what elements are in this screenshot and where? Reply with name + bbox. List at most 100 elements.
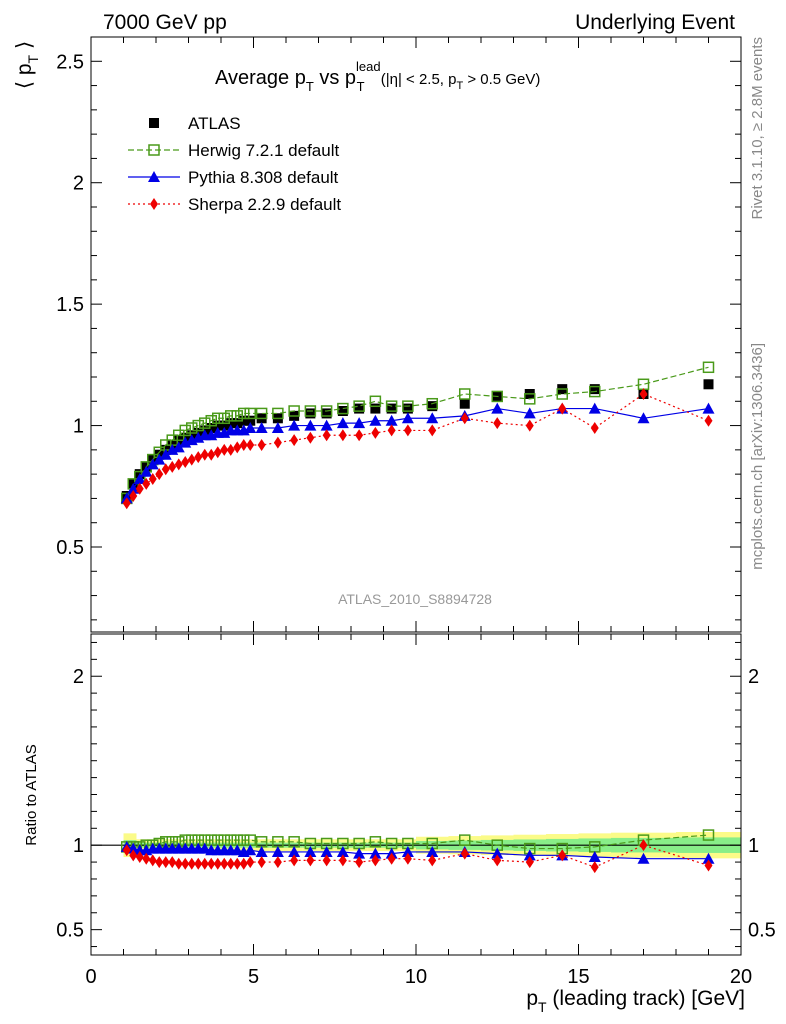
data-point	[129, 849, 138, 862]
data-point	[371, 854, 380, 867]
data-point	[459, 834, 471, 846]
data-point	[213, 446, 222, 459]
data-point	[187, 453, 196, 466]
data-point	[525, 856, 534, 869]
legend-marker	[149, 118, 159, 128]
data-point	[272, 407, 284, 420]
data-point	[168, 460, 177, 473]
data-point	[338, 429, 347, 442]
ylabel-pre: ⟨ p	[13, 63, 36, 89]
data-point	[135, 851, 144, 864]
x-tick-label: 10	[405, 966, 427, 988]
data-point	[321, 408, 332, 419]
data-point	[386, 403, 397, 414]
data-point	[257, 856, 266, 869]
data-point	[402, 403, 413, 414]
xlabel-pre: p	[526, 987, 538, 1010]
legend: ATLAS Herwig 7.2.1 default Pythia 8.308 de…	[128, 114, 341, 214]
data-point	[704, 859, 713, 872]
data-point	[174, 458, 183, 471]
y-tick-label: 1	[73, 416, 84, 438]
y-tick-label: 1.5	[56, 294, 84, 316]
data-point	[244, 844, 257, 856]
legend-label: Herwig 7.2.1 default	[188, 141, 339, 160]
data-point	[238, 834, 250, 846]
y-axis-label-main: ⟨ pT ⟩	[13, 41, 41, 89]
data-point	[238, 415, 249, 426]
y-tick-label: 1	[73, 835, 84, 857]
data-point	[205, 414, 217, 427]
data-point	[702, 361, 715, 374]
data-point	[290, 854, 299, 867]
header-right-label: Underlying Event	[575, 11, 735, 34]
legend-marker	[150, 198, 158, 210]
data-point	[142, 852, 151, 865]
data-point	[304, 419, 317, 431]
legend-marker	[148, 144, 160, 156]
data-point	[702, 852, 715, 864]
data-point	[172, 441, 185, 453]
data-point	[226, 857, 235, 870]
data-point	[491, 847, 504, 859]
data-point	[148, 854, 157, 867]
data-point	[702, 402, 715, 414]
data-point	[639, 388, 648, 400]
series-line	[126, 844, 709, 868]
data-point	[590, 861, 599, 874]
data-point	[273, 856, 282, 869]
data-point	[428, 854, 437, 867]
data-point	[200, 857, 209, 870]
y-axis-label-ratio: Ratio to ATLAS	[23, 744, 40, 845]
data-point	[320, 405, 333, 417]
data-point	[401, 412, 414, 424]
data-point	[355, 856, 364, 869]
data-point	[255, 845, 268, 857]
data-point	[140, 465, 153, 477]
y-tick-label: 2	[73, 666, 84, 688]
data-point	[590, 422, 599, 434]
ylabel-sub: T	[25, 54, 41, 63]
data-point	[354, 403, 365, 414]
data-point	[159, 448, 172, 460]
xlabel-post: (leading track) [GeV]	[547, 987, 745, 1010]
data-point	[639, 839, 648, 852]
axes-frame	[90, 633, 742, 956]
data-point	[212, 420, 223, 431]
data-point	[337, 406, 348, 416]
data-point	[233, 857, 242, 870]
data-point	[426, 412, 439, 424]
ratio-panel: 0.5 0.51 12 20 5 10 15 20	[56, 633, 776, 988]
data-point	[233, 441, 242, 454]
data-point	[246, 439, 255, 451]
data-point	[288, 405, 300, 417]
data-point	[556, 388, 568, 400]
data-point	[122, 844, 131, 857]
data-point	[702, 829, 715, 841]
data-point	[212, 412, 224, 425]
data-point	[589, 385, 601, 398]
title-cut-close: > 0.5 GeV)	[463, 71, 540, 88]
data-point	[135, 482, 144, 495]
data-point	[637, 852, 650, 864]
title-cut-sub: T	[456, 80, 463, 92]
y-tick-label: 0.5	[56, 537, 84, 559]
y-tick-label-right: 0.5	[748, 920, 776, 942]
data-point	[271, 845, 284, 857]
x-tick-label: 15	[567, 966, 589, 988]
data-point	[206, 423, 217, 433]
data-point	[588, 402, 601, 414]
data-point	[426, 397, 438, 410]
data-point	[255, 407, 268, 420]
x-tick-label: 5	[248, 966, 259, 988]
data-point	[219, 420, 230, 431]
x-tick-label: 20	[730, 966, 752, 988]
data-point	[244, 422, 257, 433]
title-main-sub: T	[306, 79, 314, 94]
data-point	[558, 849, 567, 862]
data-point	[525, 419, 534, 432]
data-point	[369, 836, 382, 848]
data-point	[322, 854, 331, 867]
data-point	[385, 414, 398, 426]
data-point	[589, 384, 600, 395]
data-point	[257, 439, 266, 451]
